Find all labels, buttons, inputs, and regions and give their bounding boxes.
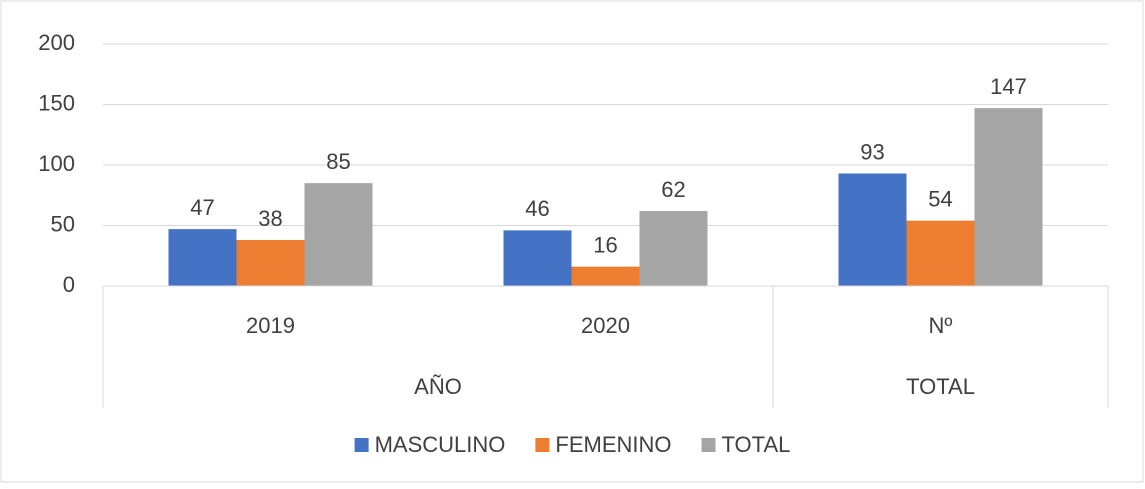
x-tick-label: Nº <box>929 313 953 338</box>
bar <box>639 210 708 286</box>
bar <box>838 173 907 286</box>
bar <box>571 266 640 286</box>
legend-swatch <box>535 438 550 452</box>
bar <box>974 108 1043 286</box>
legend-label: MASCULINO <box>375 432 506 457</box>
data-label: 54 <box>928 186 952 211</box>
y-tick-label: 100 <box>38 151 75 176</box>
bar <box>503 230 572 286</box>
y-tick-label: 50 <box>51 211 75 236</box>
data-label: 16 <box>593 232 617 257</box>
data-label: 62 <box>661 177 685 202</box>
group-label: TOTAL <box>906 374 975 399</box>
data-label: 85 <box>326 149 350 174</box>
group-label: AÑO <box>414 374 462 399</box>
legend-swatch <box>354 438 369 452</box>
data-label: 147 <box>990 74 1027 99</box>
bar <box>236 240 305 286</box>
y-tick-label: 0 <box>63 272 75 297</box>
data-label: 47 <box>190 195 214 220</box>
bar <box>168 229 237 286</box>
x-tick-label: 2020 <box>581 313 630 338</box>
y-tick-label: 150 <box>38 90 75 115</box>
data-label: 38 <box>258 206 282 231</box>
legend-label: TOTAL <box>722 432 791 457</box>
data-label: 93 <box>860 139 884 164</box>
x-tick-label: 2019 <box>246 313 295 338</box>
bar <box>304 183 373 286</box>
legend-label: FEMENINO <box>555 432 671 457</box>
bar <box>906 220 975 286</box>
legend-swatch <box>701 438 716 452</box>
data-label: 46 <box>525 196 549 221</box>
y-tick-label: 200 <box>38 30 75 55</box>
